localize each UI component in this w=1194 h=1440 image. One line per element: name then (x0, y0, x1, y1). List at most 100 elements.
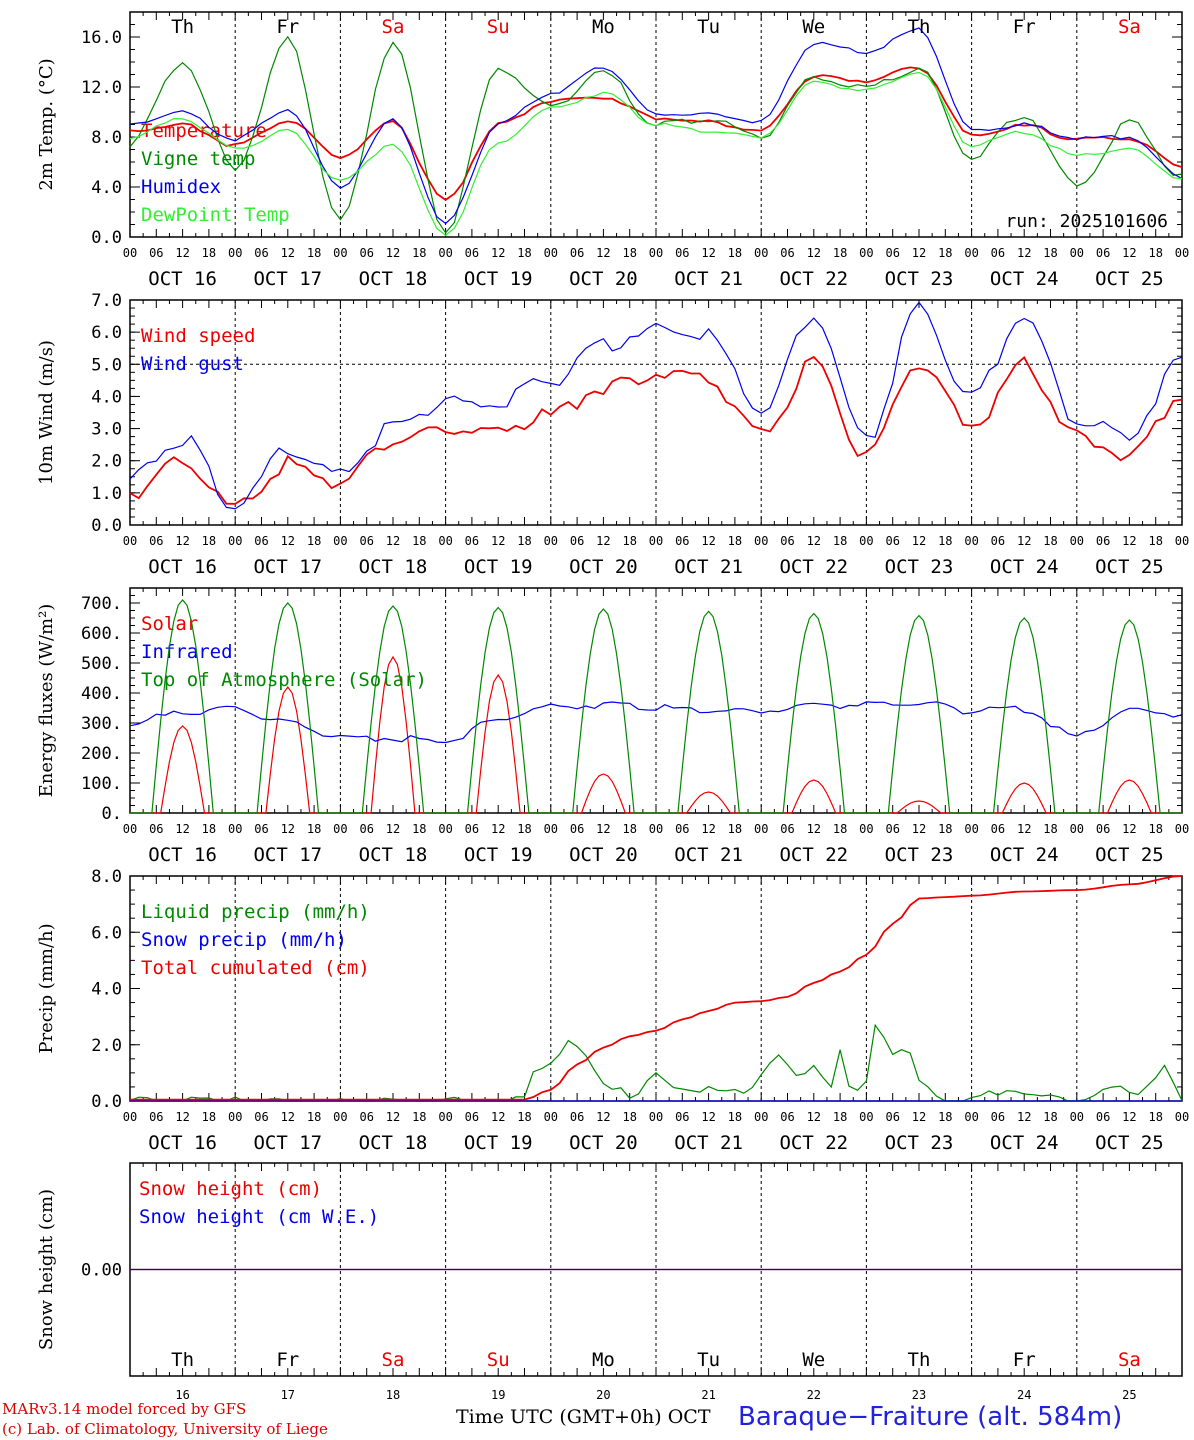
day-number: 21 (701, 1388, 715, 1402)
date-label: OCT 21 (674, 268, 743, 290)
hour-label: 18 (307, 534, 321, 548)
date-label: OCT 24 (990, 268, 1059, 290)
date-label: OCT 23 (885, 844, 954, 866)
hour-label: 00 (649, 534, 663, 548)
weekday-label: Fr (276, 1349, 299, 1371)
weekday-label: Sa (382, 16, 405, 38)
date-label: OCT 24 (990, 556, 1059, 578)
hour-label: 00 (228, 1110, 242, 1124)
hour-label: 18 (412, 534, 426, 548)
hour-label: 12 (1017, 246, 1031, 260)
day-number: 18 (386, 1388, 400, 1402)
hour-label: 00 (333, 246, 347, 260)
legend-entry: Snow precip (mm/h) (141, 929, 347, 951)
hour-label: 00 (1070, 534, 1084, 548)
date-label: OCT 25 (1095, 556, 1164, 578)
hour-label: 00 (228, 534, 242, 548)
hour-label: 06 (991, 534, 1005, 548)
hour-label: 06 (885, 246, 899, 260)
hour-label: 00 (1175, 534, 1189, 548)
hour-label: 18 (1043, 822, 1057, 836)
weekday-label: Th (908, 1349, 931, 1371)
y-tick-label: 200. (81, 744, 122, 764)
hour-label: 06 (149, 534, 163, 548)
hour-label: 12 (281, 246, 295, 260)
hour-label: 12 (596, 534, 610, 548)
hour-label: 06 (359, 822, 373, 836)
hour-label: 12 (596, 246, 610, 260)
hour-label: 18 (1043, 534, 1057, 548)
hour-label: 12 (701, 1110, 715, 1124)
hour-label: 00 (544, 246, 558, 260)
hour-label: 18 (833, 534, 847, 548)
hour-label: 00 (1175, 246, 1189, 260)
hour-label: 12 (1017, 534, 1031, 548)
hour-label: 00 (333, 822, 347, 836)
hour-label: 12 (491, 246, 505, 260)
legend-entry: Vigne temp (141, 148, 255, 170)
hour-label: 18 (833, 246, 847, 260)
hour-label: 18 (412, 822, 426, 836)
hour-label: 00 (123, 822, 137, 836)
hour-label: 00 (754, 1110, 768, 1124)
date-label: OCT 24 (990, 1132, 1059, 1154)
hour-label: 06 (675, 822, 689, 836)
hour-label: 00 (1070, 822, 1084, 836)
hour-label: 00 (438, 1110, 452, 1124)
legend-entry: Infrared (141, 641, 233, 663)
hour-label: 00 (1070, 246, 1084, 260)
hour-label: 06 (149, 822, 163, 836)
day-number: 25 (1122, 1388, 1136, 1402)
date-label: OCT 22 (779, 1132, 848, 1154)
day-number: 16 (175, 1388, 189, 1402)
hour-label: 18 (938, 822, 952, 836)
hour-label: 06 (149, 246, 163, 260)
hour-label: 18 (307, 1110, 321, 1124)
day-number: 22 (807, 1388, 821, 1402)
hour-label: 06 (1096, 1110, 1110, 1124)
hour-label: 00 (649, 822, 663, 836)
panel-wind: 0.0 1.0 2.0 3.0 4.0 5.0 6.0 7.0 10m Wind (m/s) 00… (36, 291, 1189, 578)
hour-label: 18 (202, 1110, 216, 1124)
weekday-label: Mo (592, 1349, 615, 1371)
hour-label: 12 (281, 1110, 295, 1124)
hour-label: 12 (491, 534, 505, 548)
hour-label: 18 (938, 246, 952, 260)
hour-label: 00 (964, 1110, 978, 1124)
hour-label: 18 (202, 246, 216, 260)
hour-label: 12 (1122, 822, 1136, 836)
hour-label: 00 (754, 822, 768, 836)
date-label: OCT 22 (779, 556, 848, 578)
hour-label: 06 (991, 822, 1005, 836)
hour-label: 18 (202, 534, 216, 548)
station-title: Baraque−Fraiture (alt. 584m) (738, 1402, 1123, 1432)
legend-entry: Humidex (141, 176, 221, 198)
hour-label: 12 (912, 1110, 926, 1124)
legend-entry: Temperature (141, 120, 267, 142)
date-label: OCT 20 (569, 1132, 638, 1154)
hour-label: 12 (596, 822, 610, 836)
weekday-label: Th (908, 16, 931, 38)
hour-label: 00 (754, 534, 768, 548)
y-tick-label: 3.0 (91, 420, 122, 440)
plot-frame (129, 299, 1183, 526)
run-label: run: 2025101606 (1005, 211, 1168, 232)
weekday-label: Th (171, 16, 194, 38)
hour-label: 06 (675, 534, 689, 548)
hour-label: 12 (386, 822, 400, 836)
hour-label: 12 (912, 822, 926, 836)
y-tick-label: 4.0 (91, 387, 122, 407)
hour-label: 18 (1043, 1110, 1057, 1124)
hour-label: 12 (386, 1110, 400, 1124)
hour-label: 18 (622, 822, 636, 836)
legend-entry: Solar (141, 613, 198, 635)
date-label: OCT 25 (1095, 844, 1164, 866)
hour-label: 00 (438, 246, 452, 260)
series-line-infrared (129, 701, 1183, 744)
hour-label: 12 (596, 1110, 610, 1124)
hour-label: 00 (859, 534, 873, 548)
y-tick-label: 100. (81, 774, 122, 794)
series-line-wind-speed (129, 355, 1183, 505)
hour-label: 18 (622, 534, 636, 548)
y-tick-label: 1.0 (91, 484, 122, 504)
